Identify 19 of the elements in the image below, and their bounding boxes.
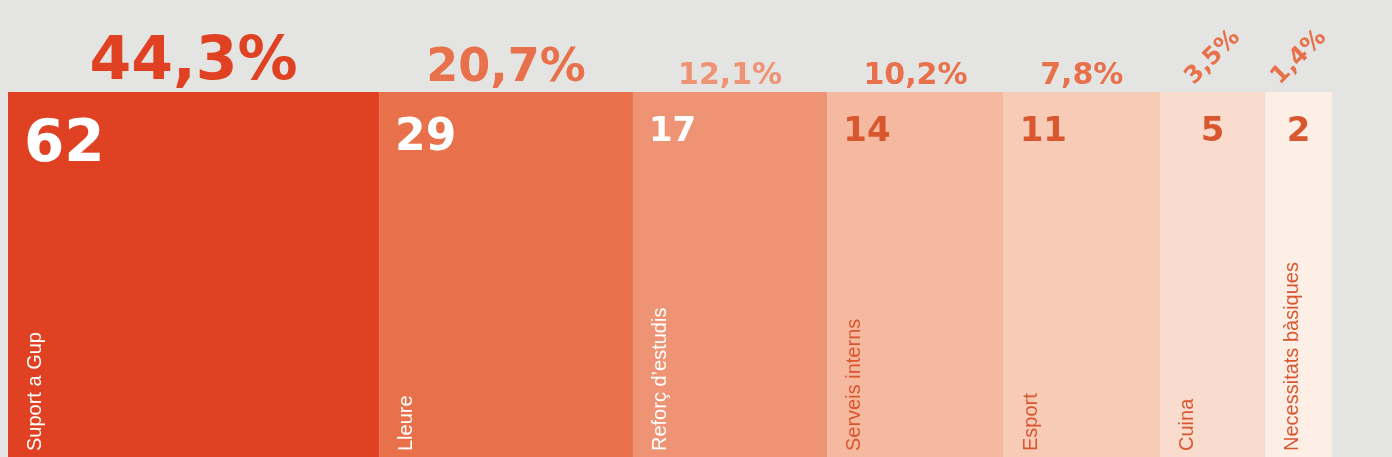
category-label: Cuina <box>1174 397 1197 451</box>
data-label: 2 <box>1286 109 1311 149</box>
category-label: Esport <box>1018 392 1041 451</box>
text: 12,1% <box>678 55 783 91</box>
data-label: 14 <box>843 109 891 149</box>
data-label: 62 <box>24 107 105 175</box>
text: 7,8% <box>1040 55 1124 91</box>
data-label: 11 <box>1019 109 1067 149</box>
data-label: 29 <box>395 108 457 160</box>
text: 44,3% <box>89 23 298 93</box>
category-label: Serveis interns <box>842 318 865 451</box>
text: 20,7% <box>426 38 586 92</box>
data-label: 5 <box>1200 109 1225 149</box>
category-label: Suport a Gup <box>23 332 45 451</box>
category-label: Necessitats bàsiques <box>1280 262 1303 451</box>
category-label: Lleure <box>394 395 417 451</box>
text: 10,2% <box>863 55 968 91</box>
category-label: Reforç d’estudis <box>647 307 670 451</box>
data-label: 17 <box>648 109 697 149</box>
